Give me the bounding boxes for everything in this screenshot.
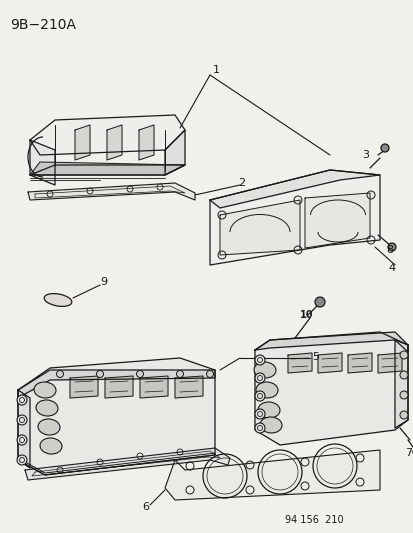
Polygon shape [287, 353, 311, 373]
Polygon shape [347, 353, 371, 373]
Polygon shape [30, 115, 185, 155]
Ellipse shape [17, 455, 27, 465]
Ellipse shape [257, 402, 279, 418]
Text: 2: 2 [237, 178, 244, 188]
Polygon shape [30, 140, 55, 185]
Ellipse shape [254, 355, 264, 365]
Polygon shape [165, 130, 185, 175]
Ellipse shape [254, 373, 264, 383]
Ellipse shape [17, 415, 27, 425]
Text: 9: 9 [100, 277, 107, 287]
Ellipse shape [44, 294, 71, 306]
Text: 1: 1 [212, 65, 219, 75]
Ellipse shape [399, 351, 407, 359]
Ellipse shape [255, 382, 277, 398]
Text: 10: 10 [299, 310, 313, 320]
Polygon shape [107, 125, 122, 160]
Text: 8: 8 [385, 245, 392, 255]
Ellipse shape [254, 409, 264, 419]
Polygon shape [30, 162, 185, 175]
Polygon shape [209, 170, 379, 208]
Polygon shape [30, 165, 185, 175]
Ellipse shape [176, 370, 183, 377]
Polygon shape [18, 390, 30, 468]
Ellipse shape [254, 423, 264, 433]
Ellipse shape [38, 419, 60, 435]
Ellipse shape [259, 417, 281, 433]
Ellipse shape [36, 400, 58, 416]
Ellipse shape [136, 370, 143, 377]
Text: 3: 3 [361, 150, 368, 160]
Ellipse shape [399, 371, 407, 379]
Ellipse shape [17, 395, 27, 405]
Text: 94 156  210: 94 156 210 [284, 515, 343, 525]
Ellipse shape [96, 370, 103, 377]
Polygon shape [18, 370, 214, 398]
Ellipse shape [399, 411, 407, 419]
Ellipse shape [56, 370, 63, 377]
Polygon shape [139, 125, 154, 160]
Polygon shape [18, 453, 214, 475]
Text: 7: 7 [404, 448, 411, 458]
Text: 6: 6 [142, 502, 149, 512]
Polygon shape [394, 340, 407, 428]
Polygon shape [165, 450, 379, 500]
Polygon shape [219, 200, 299, 255]
Ellipse shape [254, 391, 264, 401]
Ellipse shape [314, 297, 324, 307]
Text: 9B−210A: 9B−210A [10, 18, 76, 32]
Polygon shape [254, 332, 407, 352]
Polygon shape [25, 448, 230, 480]
Polygon shape [75, 125, 90, 160]
Ellipse shape [387, 243, 395, 251]
Polygon shape [209, 170, 379, 265]
Polygon shape [175, 376, 202, 398]
Ellipse shape [206, 370, 213, 377]
Ellipse shape [40, 438, 62, 454]
Ellipse shape [254, 362, 275, 378]
Ellipse shape [17, 435, 27, 445]
Text: 4: 4 [387, 263, 394, 273]
Polygon shape [140, 376, 168, 398]
Text: 5: 5 [311, 352, 318, 362]
Ellipse shape [34, 382, 56, 398]
Polygon shape [317, 353, 341, 373]
Ellipse shape [380, 144, 388, 152]
Polygon shape [28, 183, 195, 200]
Ellipse shape [399, 391, 407, 399]
Polygon shape [105, 376, 133, 398]
Polygon shape [304, 193, 369, 248]
Polygon shape [377, 353, 401, 373]
Polygon shape [254, 332, 407, 445]
Ellipse shape [412, 448, 413, 456]
Polygon shape [18, 358, 214, 475]
Polygon shape [70, 376, 98, 398]
